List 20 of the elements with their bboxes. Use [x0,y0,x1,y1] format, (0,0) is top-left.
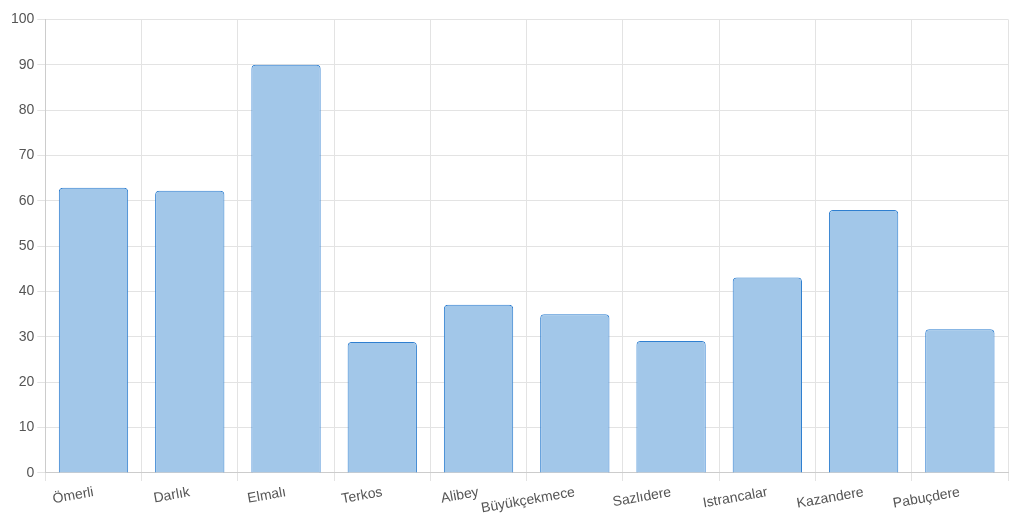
y-tick-label: 80 [18,100,35,117]
x-tick-label: Pabuçdere [891,483,962,511]
x-tick-label: Sazlıdere [611,483,673,510]
x-tick-label: Ömerli [51,482,95,507]
x-tick-label: Terkos [340,483,384,507]
x-tick-label: Darlık [152,483,192,506]
y-tick-label: 20 [18,373,35,390]
x-tick-label: Kazandere [795,483,865,511]
y-tick-label: 30 [18,327,35,344]
x-tick-label: Elmalı [246,483,288,506]
y-tick-label: 100 [11,10,35,27]
y-tick-label: 70 [18,146,35,163]
y-tick-label: 50 [18,237,35,254]
x-tick-label: Alibey [439,483,480,506]
y-tick-label: 0 [26,463,35,480]
y-tick-label: 90 [18,55,35,72]
x-tick-label: Istrancalar [701,483,769,511]
y-tick-label: 60 [18,191,35,208]
y-tick-label: 10 [18,418,35,435]
y-tick-label: 40 [18,282,35,299]
